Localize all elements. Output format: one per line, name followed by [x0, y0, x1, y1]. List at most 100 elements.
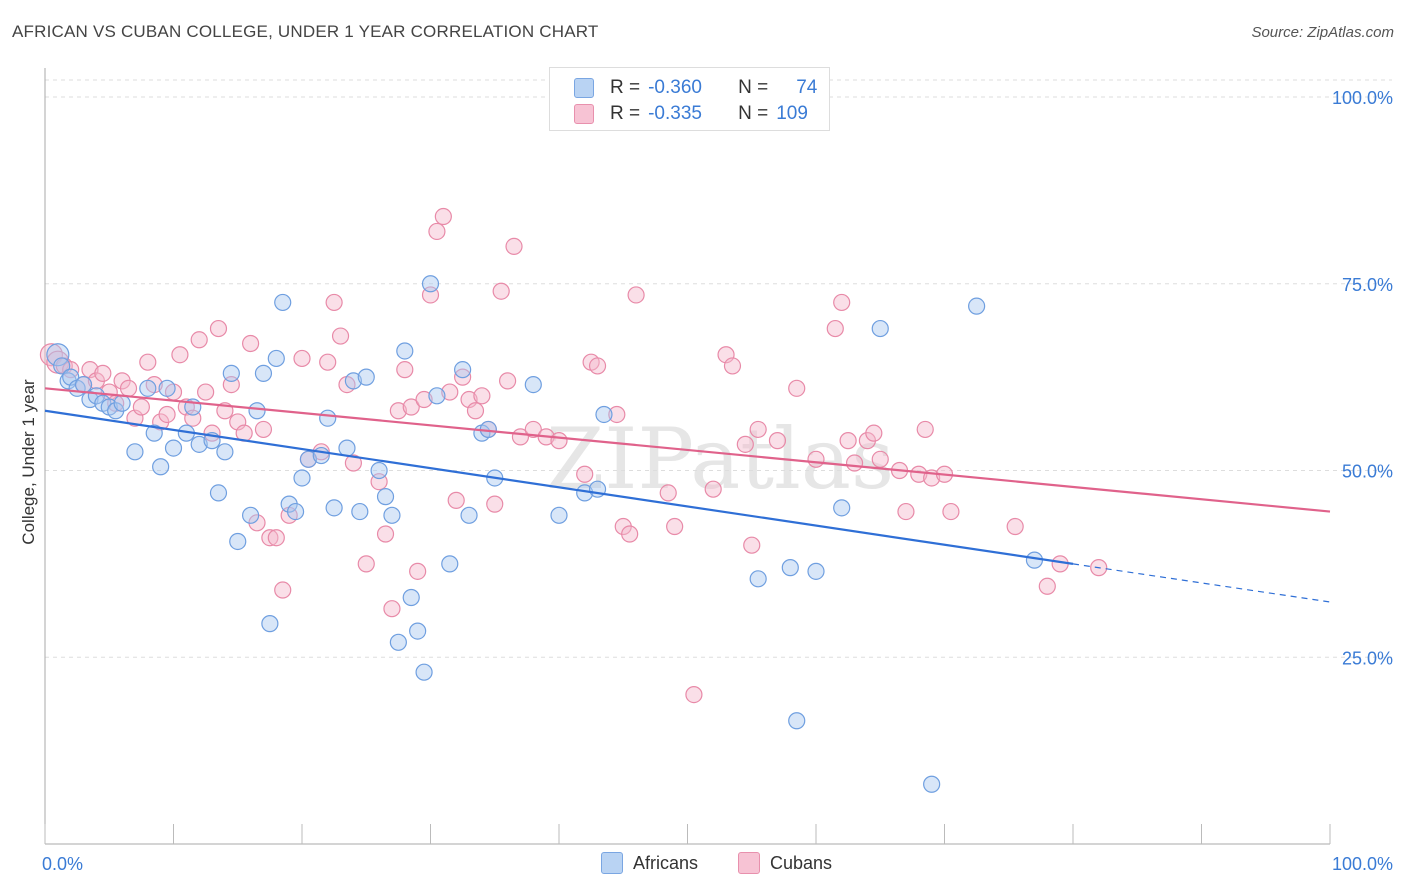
point-cubans [139, 353, 157, 371]
point-cubans [588, 357, 607, 375]
y-tick-label: 100.0% [1332, 88, 1393, 108]
point-africans [53, 357, 71, 375]
point-africans [524, 375, 542, 394]
point-africans [286, 502, 305, 521]
point-africans [248, 402, 266, 420]
point-cubans [685, 685, 703, 704]
series-cubans [39, 207, 1108, 704]
point-cubans [428, 222, 446, 241]
point-africans [126, 443, 144, 461]
point-cubans [486, 495, 504, 513]
cubans-n-label: N = [738, 103, 769, 124]
point-cubans [254, 420, 273, 439]
point-africans [267, 349, 285, 368]
point-africans [261, 615, 279, 633]
point-africans [293, 469, 311, 487]
point-africans [145, 424, 163, 442]
point-africans [152, 458, 170, 476]
point-cubans [524, 420, 542, 439]
x-tick-label: 100.0% [1332, 854, 1393, 874]
point-cubans [749, 420, 767, 439]
point-cubans [415, 390, 433, 409]
point-africans [1025, 551, 1044, 569]
point-cubans [550, 432, 568, 450]
point-cubans [807, 450, 825, 468]
point-cubans [659, 484, 677, 502]
point-cubans [197, 383, 215, 401]
point-africans [319, 409, 337, 427]
point-africans [428, 387, 446, 405]
chart-title: AFRICAN VS CUBAN COLLEGE, UNDER 1 YEAR C… [12, 22, 599, 41]
point-cubans [331, 327, 350, 345]
point-africans [46, 343, 70, 367]
y-tick-label: 25.0% [1342, 648, 1393, 668]
point-africans [357, 368, 375, 386]
point-africans [389, 633, 407, 651]
point-cubans [608, 405, 626, 424]
legend-row-africans: R = -0.360 N = 74 [574, 76, 817, 100]
cubans-n-value: 109 [776, 103, 808, 124]
point-cubans [441, 383, 459, 401]
point-cubans [627, 286, 645, 304]
point-cubans [396, 361, 414, 379]
point-cubans [325, 293, 343, 312]
correlation-legend: R = -0.360 N = 74 R = -0.335 N = 109 [549, 67, 830, 131]
point-africans [216, 443, 234, 461]
point-africans [788, 712, 806, 730]
point-africans [923, 775, 941, 793]
trend-lines [44, 387, 1331, 603]
point-africans [460, 506, 478, 524]
y-tick-label: 75.0% [1342, 275, 1393, 295]
point-africans [158, 379, 176, 397]
point-cubans [1038, 577, 1056, 595]
legend-africans-label: Africans [633, 852, 699, 873]
point-cubans [376, 525, 395, 543]
point-africans [833, 499, 851, 517]
point-cubans [1006, 517, 1024, 536]
point-africans [383, 506, 401, 524]
legend-africans-swatch [601, 852, 623, 874]
point-africans [139, 379, 157, 397]
point-cubans [190, 331, 208, 349]
point-africans [402, 588, 420, 607]
point-cubans [319, 353, 337, 371]
y-tick-label: 50.0% [1342, 462, 1393, 482]
point-africans [807, 562, 825, 580]
legend-cubans-swatch [738, 852, 760, 874]
point-cubans [942, 502, 960, 521]
point-cubans [492, 282, 510, 300]
point-cubans [357, 555, 375, 573]
point-africans [190, 435, 208, 453]
point-cubans [865, 424, 883, 442]
point-africans [595, 405, 613, 424]
point-africans [274, 293, 292, 312]
y-tick-labels: 25.0% 50.0% 75.0% 100.0% [1332, 88, 1393, 668]
axes [44, 68, 1331, 845]
point-cubans [119, 379, 138, 397]
grid-lines [45, 79, 1392, 658]
point-cubans [839, 432, 857, 450]
x-tick-labels: 0.0% 100.0% [42, 854, 1393, 874]
point-africans [441, 555, 459, 573]
point-cubans [434, 207, 452, 226]
series-africans [46, 275, 1044, 793]
point-cubans [723, 357, 742, 375]
point-africans [74, 375, 93, 394]
point-cubans [871, 450, 889, 468]
point-cubans [209, 319, 228, 338]
point-cubans [704, 480, 722, 498]
point-cubans [158, 405, 176, 424]
watermark: ZIPatlas [546, 410, 894, 508]
point-cubans [736, 435, 754, 453]
point-africans [113, 394, 131, 412]
point-africans [376, 488, 395, 506]
trend-line-africans [44, 409, 1074, 565]
point-cubans [383, 600, 401, 618]
point-cubans [267, 529, 285, 547]
point-cubans [897, 502, 915, 521]
point-cubans [833, 293, 851, 312]
point-cubans [666, 517, 684, 536]
point-cubans [242, 334, 260, 353]
point-africans [781, 559, 799, 577]
